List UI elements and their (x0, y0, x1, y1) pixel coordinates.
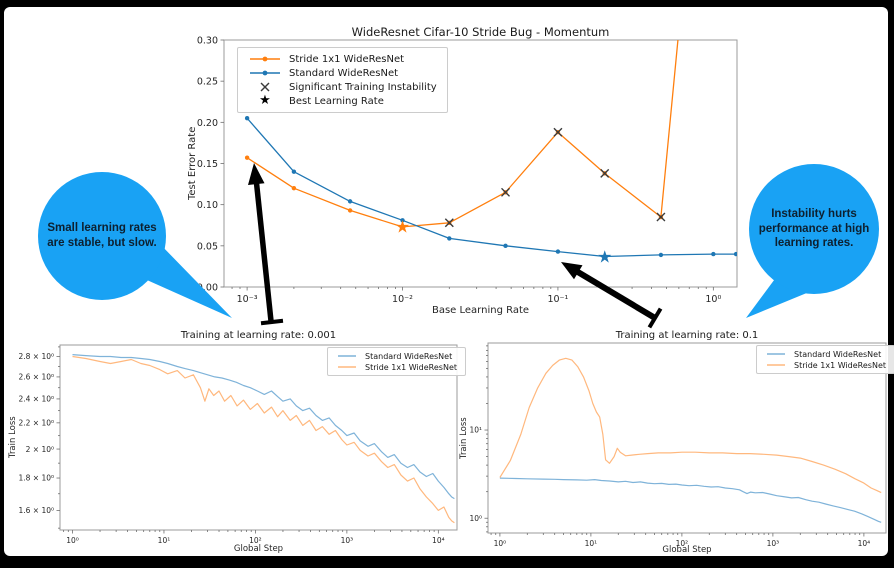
chart-lr-01: 10⁰ 10¹ 10² 10³ 10⁴ 10⁰ 10¹ Training at learni… (455, 330, 894, 556)
chart-main: 10⁻³ 10⁻² 10⁻¹ 10⁰ 0.00 0.05 0.10 0.15 0.20 0.25 0… (181, 22, 747, 322)
svg-text:2.8 × 10⁰: 2.8 × 10⁰ (18, 352, 54, 361)
svg-text:10²: 10² (249, 536, 262, 545)
line-orange-light-swatch-icon (338, 366, 356, 368)
chart-lr-01-title: Training at learning rate: 0.1 (615, 330, 759, 341)
svg-text:10⁰: 10⁰ (469, 514, 482, 523)
chart-lr-0001: 10⁰ 10¹ 10² 10³ 10⁴ 2.8 × 10⁰ 2.6 × 10⁰ 2.4 × 1… (4, 330, 469, 556)
svg-text:10¹: 10¹ (158, 536, 171, 545)
svg-text:10³: 10³ (341, 536, 354, 545)
svg-text:0.00: 0.00 (197, 282, 218, 293)
line-dot-blue-swatch-icon (250, 70, 280, 76)
legend-item-standard: Standard WideResNet (765, 349, 886, 359)
chart-lr-01-plot: 10⁰ 10¹ 10² 10³ 10⁴ 10⁰ 10¹ (469, 342, 887, 548)
svg-text:1.8 × 10⁰: 1.8 × 10⁰ (18, 474, 54, 483)
svg-text:1.6 × 10⁰: 1.6 × 10⁰ (18, 506, 54, 515)
chart-main-xlabel: Base Learning Rate (431, 305, 530, 316)
chart-lr-01-xlabel: Global Step (662, 545, 712, 555)
svg-text:10⁰: 10⁰ (705, 294, 721, 305)
chart-lr-0001-plot: 10⁰ 10¹ 10² 10³ 10⁴ 2.8 × 10⁰ 2.6 × 10⁰ 2.4 × 1… (18, 344, 458, 545)
line-blue-light-swatch-icon (767, 353, 785, 355)
svg-text:10⁴: 10⁴ (858, 539, 871, 548)
svg-text:0.30: 0.30 (197, 35, 218, 46)
svg-text:2 × 10⁰: 2 × 10⁰ (26, 445, 54, 454)
legend-label: Stride 1x1 WideResNet (289, 53, 405, 65)
svg-text:★: ★ (395, 218, 410, 238)
left-bubble-text: Small learning rates are stable, but slo… (47, 222, 157, 249)
svg-text:10⁻¹: 10⁻¹ (547, 294, 568, 305)
figure-background: 10⁻³ 10⁻² 10⁻¹ 10⁰ 0.00 0.05 0.10 0.15 0.20 0.25 0… (4, 7, 894, 556)
svg-text:10¹: 10¹ (469, 426, 482, 435)
svg-text:10²: 10² (676, 539, 689, 548)
chart-main-ylabel: Test Error Rate (187, 126, 198, 201)
svg-text:2.6 × 10⁰: 2.6 × 10⁰ (18, 373, 54, 382)
chart-main-plot: 10⁻³ 10⁻² 10⁻¹ 10⁰ 0.00 0.05 0.10 0.15 0.20 0.25 0… (197, 35, 738, 305)
svg-text:10⁰: 10⁰ (494, 539, 507, 548)
svg-text:0.15: 0.15 (197, 159, 218, 170)
chart-lr-0001-xlabel: Global Step (233, 544, 284, 554)
chart-lr-0001-ylabel: Train Loss (8, 416, 18, 459)
legend-item-stride: Stride 1x1 WideResNet (336, 362, 457, 372)
chart-lr-0001-legend: Standard WideResNet Stride 1x1 WideResNe… (327, 347, 467, 376)
svg-text:0.10: 0.10 (197, 200, 218, 211)
svg-text:10³: 10³ (767, 539, 780, 548)
line-dot-orange-swatch-icon (250, 56, 280, 62)
svg-text:10⁴: 10⁴ (432, 536, 445, 545)
left-speech-bubble: Small learning rates are stable, but slo… (38, 172, 166, 300)
legend-label: Stride 1x1 WideResNet (794, 360, 887, 370)
svg-text:0.05: 0.05 (197, 241, 218, 252)
svg-text:10¹: 10¹ (585, 539, 598, 548)
legend-label: Standard WideResNet (289, 67, 399, 79)
chart-lr-01-ylabel: Train Loss (459, 417, 469, 459)
legend-item-stride: Stride 1x1 WideResNet (765, 360, 886, 370)
legend-label: Significant Training Instability (289, 81, 437, 93)
chart-main-legend: Stride 1x1 WideResNet Standard WideResNe… (237, 47, 448, 113)
legend-item-instability: Significant Training Instability (248, 81, 437, 93)
svg-text:0.25: 0.25 (197, 77, 218, 88)
star-marker-swatch-icon: ★ (259, 93, 271, 108)
legend-item-stride: Stride 1x1 WideResNet (248, 53, 437, 65)
svg-text:10⁰: 10⁰ (66, 536, 79, 545)
chart-main-title: WideResnet Cifar-10 Stride Bug - Momentu… (351, 25, 610, 39)
x-marker-swatch-icon (260, 82, 270, 92)
svg-text:★: ★ (597, 247, 612, 267)
svg-text:0.20: 0.20 (197, 118, 218, 129)
chart-lr-01-legend: Standard WideResNet Stride 1x1 WideResNe… (756, 345, 894, 374)
legend-item-standard: Standard WideResNet (248, 67, 437, 79)
legend-label: Standard WideResNet (794, 349, 882, 359)
line-blue-light-swatch-icon (338, 355, 356, 357)
svg-text:10⁻²: 10⁻² (392, 294, 413, 305)
right-bubble-text: Instability hurts performance at high le… (758, 207, 870, 250)
chart-lr-0001-title: Training at learning rate: 0.001 (180, 330, 337, 341)
legend-label: Standard WideResNet (365, 351, 453, 361)
line-orange-light-swatch-icon (767, 364, 785, 366)
svg-text:2.2 × 10⁰: 2.2 × 10⁰ (18, 419, 54, 428)
legend-label: Stride 1x1 WideResNet (365, 362, 458, 372)
legend-label: Best Learning Rate (289, 95, 384, 107)
right-speech-bubble: Instability hurts performance at high le… (749, 164, 879, 294)
svg-text:2.4 × 10⁰: 2.4 × 10⁰ (18, 395, 54, 404)
legend-item-standard: Standard WideResNet (336, 351, 457, 361)
svg-text:10⁻³: 10⁻³ (237, 294, 258, 305)
legend-item-best-lr: ★ Best Learning Rate (248, 93, 437, 108)
